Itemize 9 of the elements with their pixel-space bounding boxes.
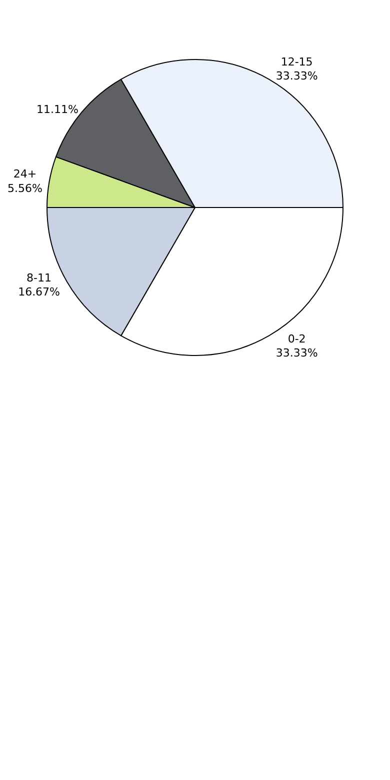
slice-label: 24+ (13, 168, 37, 181)
data-label: 11.11% (36, 103, 78, 116)
data-label: 16.67% (18, 286, 60, 299)
slice-label: 12-15 (280, 55, 313, 68)
data-label: 5.56% (7, 182, 42, 196)
slice-label: 8-11 (26, 271, 52, 284)
slice-label: 0-2 (288, 332, 306, 346)
data-label: 33.33% (276, 346, 318, 360)
data-label: 33.33% (276, 70, 318, 83)
